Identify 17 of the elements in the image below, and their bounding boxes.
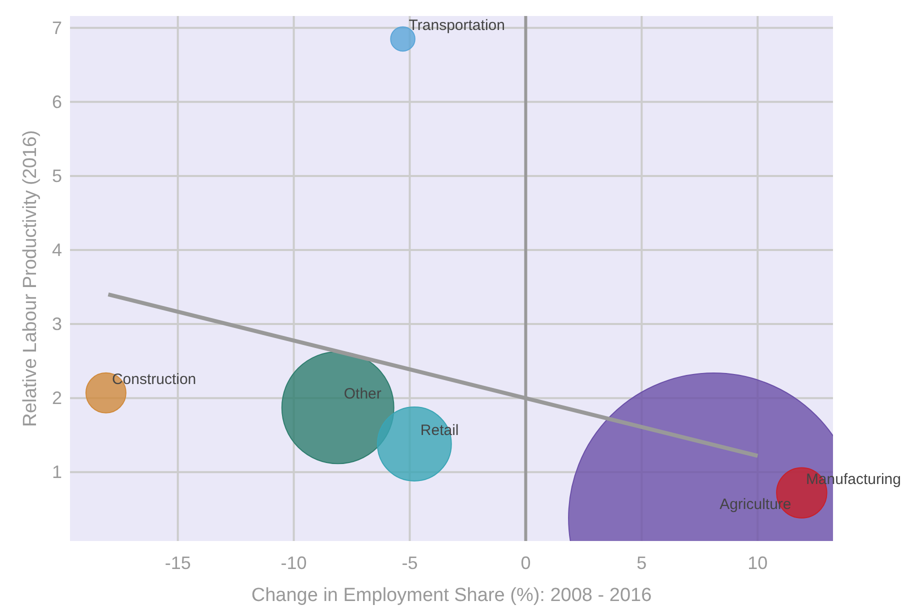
- y-tick-label: 5: [52, 166, 62, 186]
- x-tick-label: 10: [748, 553, 768, 573]
- x-tick-label: -15: [164, 553, 191, 573]
- series-label: Other: [344, 386, 382, 403]
- x-axis-title: Change in Employment Share (%): 2008 - 2016: [251, 585, 652, 606]
- y-tick-label: 7: [52, 18, 62, 38]
- x-tick-label: 5: [636, 553, 647, 573]
- y-tick-label: 1: [52, 462, 62, 482]
- x-tick-label: 0: [520, 553, 531, 573]
- y-axis-title: Relative Labour Productivity (2016): [20, 130, 41, 427]
- x-tick-label: -10: [280, 553, 307, 573]
- y-tick-label: 2: [52, 388, 62, 408]
- y-tick-label: 3: [52, 314, 62, 334]
- series-label: Transportation: [408, 16, 505, 34]
- y-tick-label: 6: [52, 92, 62, 112]
- y-tick-label: 4: [52, 240, 62, 260]
- x-tick-label: -5: [402, 553, 418, 573]
